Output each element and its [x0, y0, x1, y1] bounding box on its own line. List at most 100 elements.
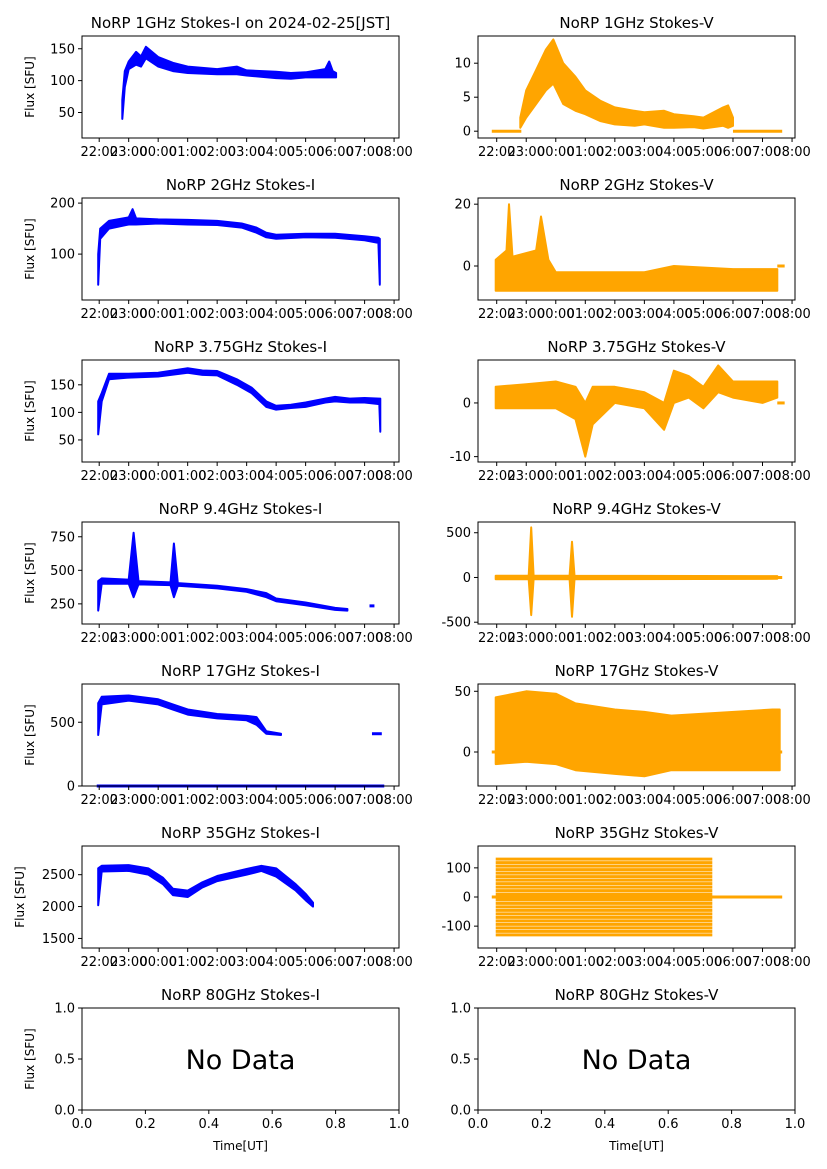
x-tick-label: 06:00 — [316, 631, 353, 646]
y-tick-label: 0.0 — [54, 1104, 75, 1119]
subplot: NoRP 9.4GHz Stokes-V -500 0 500 22:0023:0000… — [441, 500, 810, 646]
y-tick-label: 0.0 — [450, 1104, 471, 1119]
x-tick-label: 07:00 — [346, 307, 383, 322]
x-tick-label: 00:00 — [139, 145, 176, 160]
axes-frame — [81, 845, 400, 949]
x-tick-label: 02:00 — [198, 631, 235, 646]
x-tick-label: 08:00 — [375, 955, 412, 970]
x-tick-label: 02:00 — [198, 307, 235, 322]
x-tick-label: 00:00 — [537, 793, 574, 808]
x-tick-label: 03:00 — [626, 955, 663, 970]
x-tick-label: 22:00 — [80, 955, 117, 970]
y-tick-label: 0 — [463, 396, 471, 411]
y-tick-label: -100 — [441, 920, 471, 935]
x-tick-label: 05:00 — [685, 307, 722, 322]
y-tick-label: 0 — [463, 746, 471, 761]
subplot-title: NoRP 9.4GHz Stokes-I — [159, 500, 323, 518]
subplot: NoRP 3.75GHz Stokes-I Flux [SFU] 50 100 150 2… — [23, 338, 413, 484]
x-tick-label: 03:00 — [228, 793, 265, 808]
x-tick-label: 02:00 — [596, 469, 633, 484]
x-tick-label: 01:00 — [169, 955, 206, 970]
y-tick-label: 2000 — [42, 900, 75, 915]
y-tick-label: 500 — [50, 564, 75, 579]
x-tick-label: 08:00 — [773, 307, 810, 322]
y-tick-label: 100 — [50, 248, 75, 263]
data-band — [97, 864, 314, 908]
x-tick-label: 0.4 — [594, 1117, 615, 1132]
subplot: NoRP 9.4GHz Stokes-I Flux [SFU] 250 500 750 2… — [23, 500, 413, 646]
subplot-title: NoRP 2GHz Stokes-I — [166, 176, 315, 194]
y-tick-label: 200 — [50, 197, 75, 212]
x-tick-label: 04:00 — [257, 469, 294, 484]
y-tick-label: 500 — [446, 526, 471, 541]
x-tick-label: 0.8 — [721, 1117, 742, 1132]
x-tick-label: 07:00 — [744, 793, 781, 808]
y-tick-label: 5 — [463, 91, 471, 106]
axes-frame — [477, 521, 796, 625]
x-tick-label: 00:00 — [537, 469, 574, 484]
x-tick-label: 23:00 — [508, 631, 545, 646]
x-tick-label: 07:00 — [744, 631, 781, 646]
x-tick-label: 04:00 — [257, 793, 294, 808]
x-tick-label: 07:00 — [346, 955, 383, 970]
x-tick-label: 03:00 — [228, 307, 265, 322]
x-tick-label: 02:00 — [198, 469, 235, 484]
x-tick-label: 0.8 — [325, 1117, 346, 1132]
y-tick-label: 50 — [58, 433, 75, 448]
x-tick-label: 01:00 — [567, 307, 604, 322]
x-tick-label: 06:00 — [316, 469, 353, 484]
x-tick-label: 23:00 — [508, 307, 545, 322]
x-tick-label: 02:00 — [596, 145, 633, 160]
data-band — [97, 367, 382, 436]
y-tick-label: -10 — [450, 450, 471, 465]
x-tick-label: 23:00 — [110, 955, 147, 970]
data-band — [97, 531, 349, 612]
subplot-title: NoRP 3.75GHz Stokes-V — [547, 338, 726, 356]
data-band — [494, 526, 779, 618]
x-tick-label: 22:00 — [478, 955, 515, 970]
subplot: NoRP 80GHz Stokes-I Flux [SFU] Time[UT] 0.0… — [23, 986, 409, 1153]
x-tick-label: 08:00 — [773, 793, 810, 808]
y-tick-label: 750 — [50, 530, 75, 545]
y-tick-label: 100 — [50, 406, 75, 421]
data-band — [97, 694, 282, 736]
x-tick-label: 02:00 — [596, 955, 633, 970]
axes-frame — [477, 683, 796, 787]
subplot-title: NoRP 35GHz Stokes-V — [555, 824, 720, 842]
y-tick-label: 2500 — [42, 868, 75, 883]
subplot-title: NoRP 1GHz Stokes-V — [559, 14, 714, 32]
x-tick-label: 06:00 — [316, 793, 353, 808]
y-tick-label: 0 — [463, 571, 471, 586]
x-tick-label: 23:00 — [508, 145, 545, 160]
x-tick-label: 04:00 — [655, 793, 692, 808]
y-tick-label: 20 — [454, 198, 471, 213]
subplot: NoRP 3.75GHz Stokes-V -10 0 22:0023:0000:00… — [450, 338, 811, 484]
x-tick-label: 04:00 — [257, 307, 294, 322]
y-tick-label: 150 — [50, 378, 75, 393]
x-tick-label: 0.0 — [468, 1117, 489, 1132]
x-tick-label: 05:00 — [287, 469, 324, 484]
x-tick-label: 00:00 — [139, 469, 176, 484]
x-tick-label: 08:00 — [375, 631, 412, 646]
x-tick-label: 22:00 — [80, 307, 117, 322]
subplot: NoRP 17GHz Stokes-V 0 50 22:0023:0000:0001:… — [454, 662, 810, 808]
x-tick-label: 23:00 — [508, 955, 545, 970]
subplot-title: NoRP 17GHz Stokes-I — [161, 662, 320, 680]
x-tick-label: 02:00 — [596, 631, 633, 646]
x-tick-label: 05:00 — [287, 631, 324, 646]
x-tick-label: 22:00 — [80, 145, 117, 160]
y-axis-label: Flux [SFU] — [13, 866, 27, 927]
no-data-label: No Data — [582, 1045, 692, 1076]
data-band — [97, 208, 381, 286]
x-tick-label: 07:00 — [744, 307, 781, 322]
data-band — [121, 45, 338, 120]
x-tick-label: 07:00 — [346, 469, 383, 484]
y-tick-label: 0 — [463, 891, 471, 906]
x-tick-label: 06:00 — [316, 955, 353, 970]
x-tick-label: 07:00 — [346, 631, 383, 646]
y-tick-label: -500 — [441, 616, 471, 631]
subplot: NoRP 17GHz Stokes-I Flux [SFU] 0 500 22:0023… — [23, 662, 413, 808]
x-tick-label: 04:00 — [655, 631, 692, 646]
x-tick-label: 22:00 — [478, 145, 515, 160]
x-tick-label: 22:00 — [80, 793, 117, 808]
